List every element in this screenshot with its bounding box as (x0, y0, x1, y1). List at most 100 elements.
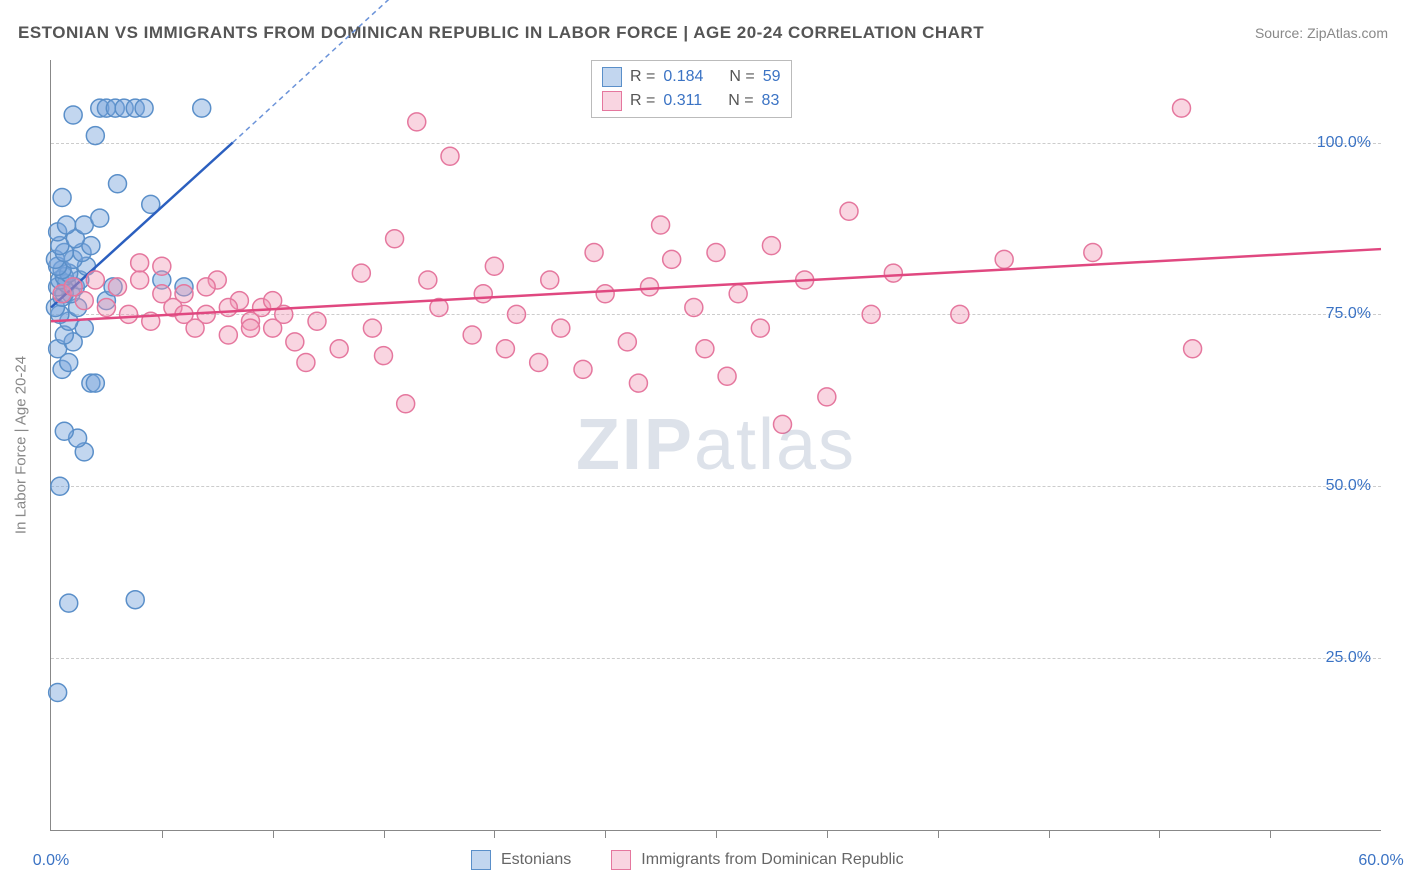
scatter-point (126, 591, 144, 609)
legend-swatch-dominican-bottom (611, 850, 631, 870)
scatter-point (496, 340, 514, 358)
scatter-point (762, 237, 780, 255)
scatter-point (135, 99, 153, 117)
scatter-point (109, 175, 127, 193)
x-tick (716, 830, 717, 838)
scatter-point (55, 422, 73, 440)
legend-swatch-estonians-bottom (471, 850, 491, 870)
scatter-point (153, 257, 171, 275)
scatter-point (1173, 99, 1191, 117)
scatter-point (995, 250, 1013, 268)
chart-container: ESTONIAN VS IMMIGRANTS FROM DOMINICAN RE… (0, 0, 1406, 892)
scatter-point (707, 244, 725, 262)
scatter-point (131, 254, 149, 272)
x-tick (384, 830, 385, 838)
scatter-point (330, 340, 348, 358)
plot-area: In Labor Force | Age 20-24 25.0%50.0%75.… (50, 60, 1381, 831)
scatter-point (618, 333, 636, 351)
scatter-point (308, 312, 326, 330)
x-tick (605, 830, 606, 838)
scatter-point (585, 244, 603, 262)
x-tick-label: 60.0% (1358, 852, 1403, 870)
r-label: R = (630, 68, 655, 86)
scatter-point (175, 285, 193, 303)
scatter-point (463, 326, 481, 344)
scatter-point (840, 202, 858, 220)
r-value-dominican: 0.311 (663, 92, 702, 110)
scatter-point (193, 99, 211, 117)
legend-label-estonians: Estonians (501, 851, 571, 869)
scatter-point (629, 374, 647, 392)
scatter-point (131, 271, 149, 289)
scatter-point (219, 299, 237, 317)
scatter-point (58, 216, 76, 234)
scatter-point (485, 257, 503, 275)
legend-swatch-dominican (602, 91, 622, 111)
scatter-point (419, 271, 437, 289)
scatter-point (541, 271, 559, 289)
scatter-point (751, 319, 769, 337)
scatter-point (641, 278, 659, 296)
scatter-point (530, 354, 548, 372)
scatter-point (86, 127, 104, 145)
scatter-point (386, 230, 404, 248)
scatter-point (884, 264, 902, 282)
legend-label-dominican: Immigrants from Dominican Republic (641, 851, 903, 869)
scatter-point (441, 147, 459, 165)
scatter-point (951, 305, 969, 323)
y-axis-label: In Labor Force | Age 20-24 (13, 356, 30, 534)
x-tick (827, 830, 828, 838)
x-tick (162, 830, 163, 838)
n-label: N = (729, 68, 754, 86)
scatter-point (552, 319, 570, 337)
scatter-point (375, 347, 393, 365)
scatter-point (286, 333, 304, 351)
r-label: R = (630, 92, 655, 110)
scatter-point (197, 278, 215, 296)
scatter-point (862, 305, 880, 323)
x-tick (938, 830, 939, 838)
x-tick (1159, 830, 1160, 838)
x-tick (1270, 830, 1271, 838)
scatter-point (51, 477, 69, 495)
n-value-estonians: 59 (763, 68, 781, 86)
scatter-point (508, 305, 526, 323)
scatter-point (86, 271, 104, 289)
legend-series: Estonians Immigrants from Dominican Repu… (471, 850, 904, 870)
plot-svg (51, 60, 1381, 830)
legend-stats-row-1: R = 0.184 N = 59 (602, 65, 781, 89)
scatter-point (397, 395, 415, 413)
source-label: Source: ZipAtlas.com (1255, 25, 1388, 41)
scatter-point (818, 388, 836, 406)
scatter-point (1184, 340, 1202, 358)
x-tick-label: 0.0% (33, 852, 69, 870)
scatter-point (153, 285, 171, 303)
r-value-estonians: 0.184 (663, 68, 703, 86)
scatter-point (352, 264, 370, 282)
scatter-point (652, 216, 670, 234)
scatter-point (729, 285, 747, 303)
scatter-point (574, 360, 592, 378)
n-label: N = (728, 92, 753, 110)
scatter-point (49, 684, 67, 702)
scatter-point (363, 319, 381, 337)
chart-title: ESTONIAN VS IMMIGRANTS FROM DOMINICAN RE… (18, 23, 984, 43)
scatter-point (97, 299, 115, 317)
scatter-point (219, 326, 237, 344)
scatter-point (474, 285, 492, 303)
scatter-point (91, 209, 109, 227)
scatter-point (120, 305, 138, 323)
scatter-point (663, 250, 681, 268)
scatter-point (774, 415, 792, 433)
scatter-point (109, 278, 127, 296)
legend-swatch-estonians (602, 67, 622, 87)
title-bar: ESTONIAN VS IMMIGRANTS FROM DOMINICAN RE… (18, 18, 1388, 48)
scatter-point (64, 106, 82, 124)
scatter-point (242, 319, 260, 337)
x-tick (494, 830, 495, 838)
scatter-point (596, 285, 614, 303)
scatter-point (297, 354, 315, 372)
scatter-point (53, 189, 71, 207)
n-value-dominican: 83 (762, 92, 780, 110)
x-tick (1049, 830, 1050, 838)
